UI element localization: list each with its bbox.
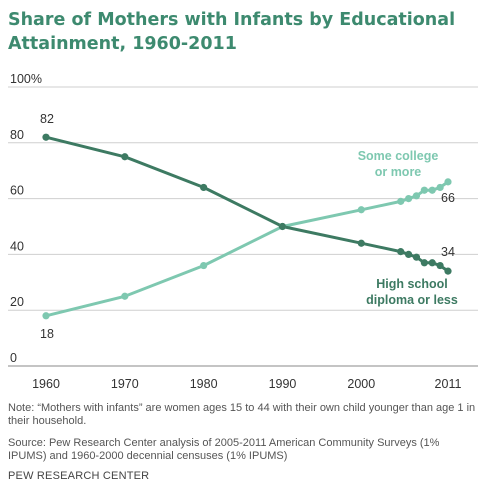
data-point-high-school: [412, 253, 421, 261]
x-tick-label: 1990: [269, 377, 297, 391]
data-point-some-college: [42, 312, 50, 320]
data-point-some-college: [420, 186, 428, 194]
data-point-some-college: [200, 261, 208, 270]
x-axis-ticks: 1960 1970 1980 1990 2000 2011: [32, 377, 461, 391]
data-point-high-school: [357, 239, 365, 247]
data-point-some-college: [121, 292, 129, 300]
chart-title: Share of Mothers with Infants by Educati…: [8, 10, 456, 54]
y-tick-label: 100%: [10, 72, 42, 86]
data-point-some-college: [397, 197, 405, 205]
series-layer: [42, 133, 452, 320]
chart-source: Source: Pew Research Center analysis of …: [8, 437, 440, 462]
series-labels: 82 34 18 66 Some college or more High school di…: [40, 112, 458, 341]
annotation-high-school: High school: [376, 277, 448, 291]
data-point-some-college: [412, 192, 421, 200]
data-point-high-school: [428, 259, 436, 267]
annotation-some-college: Some college: [358, 149, 439, 163]
annotation-some-college: or more: [375, 165, 422, 179]
y-tick-label: 20: [10, 295, 24, 309]
data-point-some-college: [444, 178, 452, 186]
data-point-some-college: [428, 186, 436, 194]
data-point-high-school: [121, 153, 129, 161]
data-point-some-college: [357, 206, 365, 214]
annotation-high-school: diploma or less: [366, 293, 458, 307]
chart-note: Note: “Mothers with infants” are women a…: [8, 402, 476, 427]
y-tick-label: 40: [10, 239, 24, 253]
data-point-high-school: [278, 222, 287, 231]
line-chart: 0 20 40 60 80 100% 1960 1970 1980 1990 2000 2011 8…: [8, 72, 478, 391]
footer-brand: PEW RESEARCH CENTER: [8, 470, 150, 482]
data-point-high-school: [436, 261, 444, 270]
data-point-high-school: [42, 133, 50, 141]
x-tick-label: 2000: [347, 377, 375, 391]
data-point-high-school: [444, 267, 452, 275]
x-tick-label: 2011: [435, 377, 462, 391]
data-point-high-school: [404, 250, 413, 258]
gridlines: [8, 86, 478, 367]
data-label-high-school-end: 34: [441, 245, 455, 259]
y-axis-ticks: 0 20 40 60 80 100%: [10, 72, 42, 365]
data-label-high-school-start: 82: [40, 112, 54, 126]
y-tick-label: 80: [10, 128, 24, 142]
x-tick-label: 1970: [111, 377, 139, 391]
data-point-some-college: [404, 195, 413, 203]
data-label-some-college-end: 66: [441, 191, 455, 205]
data-point-high-school: [200, 183, 208, 192]
y-tick-label: 60: [10, 184, 24, 198]
y-tick-label: 0: [10, 351, 17, 365]
data-label-some-college-start: 18: [40, 327, 54, 341]
x-tick-label: 1980: [190, 377, 218, 391]
x-tick-label: 1960: [32, 377, 60, 391]
data-point-high-school: [420, 259, 428, 267]
data-point-high-school: [397, 248, 405, 256]
data-point-some-college: [436, 183, 444, 192]
